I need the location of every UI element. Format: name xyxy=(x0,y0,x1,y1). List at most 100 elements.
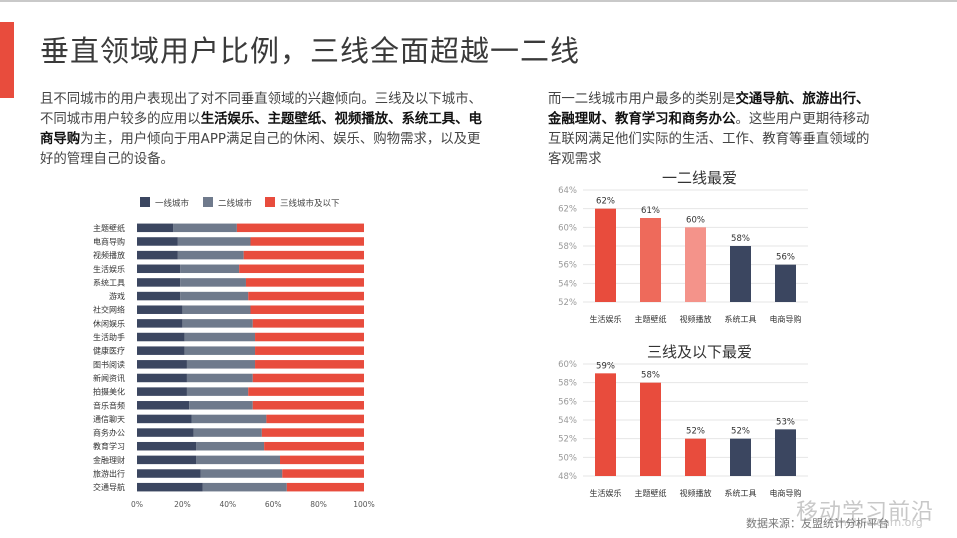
bar-segment xyxy=(137,332,185,342)
category-label: 新闻资讯 xyxy=(93,373,125,383)
data-label: 58% xyxy=(641,371,660,381)
bar xyxy=(640,218,661,302)
x-tick-label: 40% xyxy=(219,500,236,509)
data-label: 53% xyxy=(776,417,795,427)
category-label: 音乐音频 xyxy=(93,400,125,410)
bar xyxy=(775,264,796,302)
bar-segment xyxy=(193,428,262,437)
bar-segment xyxy=(196,455,281,465)
bar-segment xyxy=(137,441,197,451)
legend-swatch xyxy=(203,197,213,207)
bar-segment xyxy=(177,250,244,260)
bar xyxy=(775,429,796,476)
data-source: 数据来源：友盟统计分析平台 xyxy=(746,517,889,530)
bar-segment xyxy=(239,264,364,274)
category-label: 游戏 xyxy=(109,291,125,301)
category-label: 休闲娱乐 xyxy=(93,318,125,328)
legend-label: 一线城市 xyxy=(155,198,190,209)
bar-segment xyxy=(186,387,249,396)
bar-segment xyxy=(137,264,181,274)
bar-segment xyxy=(137,278,181,287)
category-label: 社交网络 xyxy=(93,305,125,315)
y-tick-label: 64% xyxy=(558,186,577,196)
bar-segment xyxy=(182,305,251,314)
right-description: 而一二线城市用户最多的类别是交通导航、旅游出行、金融理财、教育学习和商务办公。这… xyxy=(548,90,878,170)
category-label: 金融理财 xyxy=(93,455,125,465)
bar-segment xyxy=(236,223,364,233)
bar-segment xyxy=(180,278,246,287)
legend-swatch xyxy=(140,197,150,207)
category-label: 交通导航 xyxy=(93,482,125,492)
category-label: 生活娱乐 xyxy=(590,314,622,324)
data-label: 60% xyxy=(686,215,705,225)
right-text-part2: 。这些用户更期待移动互联网满足他们实际的生活、工作、教育等垂直领域的客观需求 xyxy=(548,112,870,167)
right-text-part1: 而一二线城市用户最多的类别是 xyxy=(548,92,736,107)
bar-segment xyxy=(191,414,267,424)
bar-segment xyxy=(248,387,364,396)
bar-segment xyxy=(250,305,364,314)
chart-title: 三线及以下最爱 xyxy=(647,343,752,361)
category-label: 图书阅读 xyxy=(93,359,125,369)
category-label: 系统工具 xyxy=(725,314,757,324)
page-title: 垂直领域用户比例，三线全面超越一二线 xyxy=(40,34,581,68)
left-text-part1: 且不同城市的用户表现出了对不同垂直领域的兴趣倾向。三线及以下城市、不同城市用户较… xyxy=(40,92,482,127)
left-text-part2: 为主，用户倾向于用APP满足自己的休闲、娱乐、购物需求，以及更好的管理自己的设备… xyxy=(40,132,481,167)
bar-segment xyxy=(137,482,203,492)
bar-segment xyxy=(137,401,190,410)
bar xyxy=(640,382,661,476)
bar-segment xyxy=(137,469,201,478)
category-label: 教育学习 xyxy=(93,441,125,451)
category-label: 系统工具 xyxy=(725,488,757,498)
bar-segment xyxy=(182,319,253,328)
data-label: 52% xyxy=(731,427,750,437)
left-description: 且不同城市的用户表现出了对不同垂直领域的兴趣倾向。三线及以下城市、不同城市用户较… xyxy=(40,90,485,170)
data-label: 59% xyxy=(596,361,615,371)
bar-segment xyxy=(137,237,178,246)
bar-segment xyxy=(180,264,240,274)
category-label: 健康医疗 xyxy=(93,346,125,356)
bar-segment xyxy=(186,373,253,383)
category-label: 电商导购 xyxy=(93,236,125,246)
y-tick-label: 58% xyxy=(558,379,577,389)
x-tick-label: 60% xyxy=(265,500,282,509)
x-tick-label: 0% xyxy=(131,500,143,509)
bar-segment xyxy=(264,441,364,451)
y-tick-label: 56% xyxy=(558,261,577,271)
category-label: 通信聊天 xyxy=(93,414,125,424)
bar-segment xyxy=(255,332,364,342)
bar-segment xyxy=(255,360,364,369)
y-tick-label: 54% xyxy=(558,416,577,426)
category-label: 旅游出行 xyxy=(93,469,125,479)
bar-segment xyxy=(184,346,256,355)
category-label: 主题壁纸 xyxy=(635,488,667,498)
bar-segment xyxy=(137,305,183,314)
bar-segment xyxy=(137,250,178,260)
y-tick-label: 56% xyxy=(558,397,577,407)
left-text-bold: 生活娱乐、主题壁纸、视频播放、系统工具、电商导购 xyxy=(40,112,482,147)
bar-segment xyxy=(261,428,364,437)
top-divider xyxy=(0,0,957,2)
bar-segment xyxy=(266,414,364,424)
y-tick-label: 60% xyxy=(558,223,577,233)
category-label: 拍摄美化 xyxy=(93,387,125,397)
data-label: 61% xyxy=(641,206,660,216)
bar-segment xyxy=(250,237,364,246)
data-label: 58% xyxy=(731,234,750,244)
bar xyxy=(685,438,706,476)
y-tick-label: 60% xyxy=(558,360,577,370)
y-tick-label: 50% xyxy=(558,453,577,463)
y-tick-label: 52% xyxy=(558,435,577,445)
x-tick-label: 100% xyxy=(353,500,374,509)
chart-title: 一二线最爱 xyxy=(662,169,737,187)
y-tick-label: 48% xyxy=(558,472,577,482)
category-label: 系统工具 xyxy=(93,277,125,287)
category-label: 主题壁纸 xyxy=(93,223,125,233)
bar-segment xyxy=(177,237,251,246)
bar-segment xyxy=(137,455,197,465)
bar-segment xyxy=(282,469,364,478)
bar-segment xyxy=(184,332,256,342)
bar-segment xyxy=(252,401,364,410)
bar-segment xyxy=(137,223,174,233)
